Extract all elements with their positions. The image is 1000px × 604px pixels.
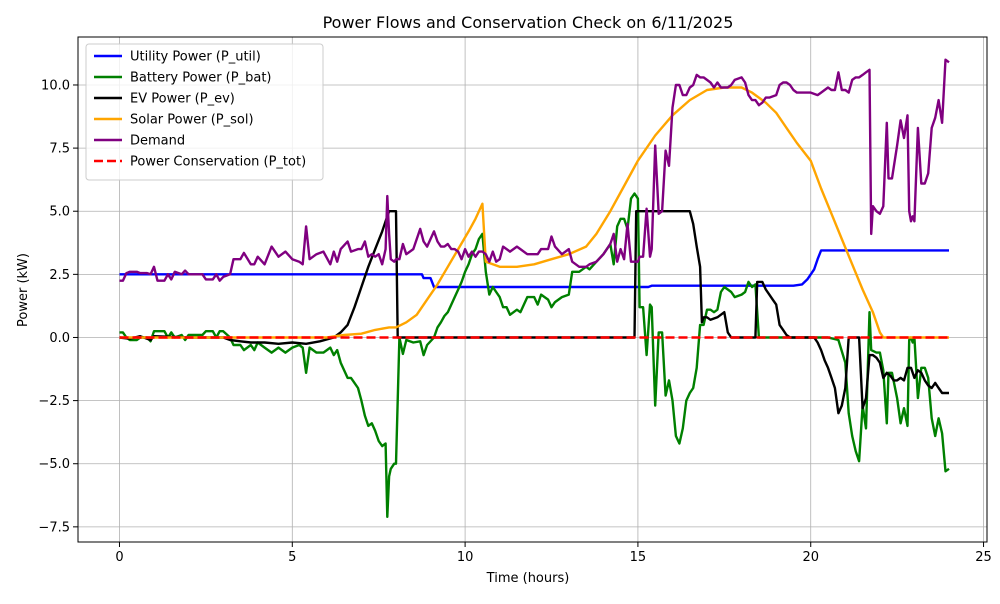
x-tick-label: 0 xyxy=(115,550,123,565)
legend-label: EV Power (P_ev) xyxy=(130,92,235,107)
legend-label: Demand xyxy=(130,134,185,149)
y-tick-label: 5.0 xyxy=(49,205,70,220)
series-layer xyxy=(119,58,950,518)
legend-box xyxy=(85,43,324,181)
plot-frame xyxy=(77,36,988,543)
y-tick-label: −7.5 xyxy=(38,520,70,535)
y-tick-label: 7.5 xyxy=(49,142,70,157)
y-tick-label: 2.5 xyxy=(49,268,70,283)
chart-title: Power Flows and Conservation Check on 6/… xyxy=(323,13,734,32)
x-tick-label: 25 xyxy=(975,550,992,565)
legend-label: Power Conservation (P_tot) xyxy=(130,155,306,170)
legend-label: Solar Power (P_sol) xyxy=(130,113,254,128)
x-axis-label: Time (hours) xyxy=(486,571,570,586)
x-tick-label: 20 xyxy=(802,550,819,565)
legend: Utility Power (P_util) Battery Power (P_b… xyxy=(85,43,324,181)
legend-label: Utility Power (P_util) xyxy=(130,50,261,65)
legend-label: Battery Power (P_bat) xyxy=(130,71,271,86)
x-tick-label: 10 xyxy=(457,550,474,565)
x-tick-label: 15 xyxy=(630,550,647,565)
y-tick-label: −5.0 xyxy=(38,457,70,472)
y-tick-label: −2.5 xyxy=(38,394,70,409)
ticks: 0 5 10 15 20 25 −7.5 −5.0 −2.5 0.0 2.5 5.0 7.5 10.0 xyxy=(38,78,991,565)
y-tick-label: 10.0 xyxy=(41,78,70,93)
y-tick-label: 0.0 xyxy=(49,331,70,346)
series-line-4 xyxy=(119,58,950,282)
series-line-3 xyxy=(119,86,949,339)
series-line-0 xyxy=(119,249,949,289)
x-tick-label: 5 xyxy=(288,550,296,565)
series-line-1 xyxy=(119,192,950,518)
y-axis-label: Power (kW) xyxy=(16,253,31,327)
